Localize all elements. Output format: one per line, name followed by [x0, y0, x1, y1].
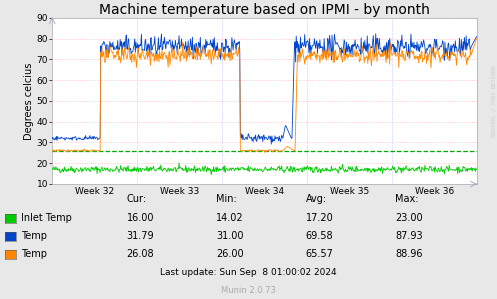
Text: 26.08: 26.08 — [127, 249, 155, 259]
Text: 88.96: 88.96 — [395, 249, 422, 259]
Text: 31.00: 31.00 — [216, 231, 244, 241]
Text: Avg:: Avg: — [306, 194, 327, 204]
Text: Inlet Temp: Inlet Temp — [21, 213, 72, 223]
Title: Machine temperature based on IPMI - by month: Machine temperature based on IPMI - by m… — [99, 3, 430, 17]
Text: 65.57: 65.57 — [306, 249, 333, 259]
Text: 31.79: 31.79 — [127, 231, 155, 241]
Text: 23.00: 23.00 — [395, 213, 423, 223]
Text: Last update: Sun Sep  8 01:00:02 2024: Last update: Sun Sep 8 01:00:02 2024 — [160, 268, 337, 277]
Text: 16.00: 16.00 — [127, 213, 154, 223]
Text: RRDTOOL / TOBI OETIKER: RRDTOOL / TOBI OETIKER — [491, 66, 496, 138]
Text: Temp: Temp — [21, 249, 47, 259]
Text: 17.20: 17.20 — [306, 213, 333, 223]
Y-axis label: Degrees celcius: Degrees celcius — [24, 62, 34, 140]
Text: Max:: Max: — [395, 194, 418, 204]
Text: 26.00: 26.00 — [216, 249, 244, 259]
Text: Min:: Min: — [216, 194, 237, 204]
Text: Temp: Temp — [21, 231, 47, 241]
Text: 14.02: 14.02 — [216, 213, 244, 223]
Text: 69.58: 69.58 — [306, 231, 333, 241]
Text: 87.93: 87.93 — [395, 231, 423, 241]
Text: Munin 2.0.73: Munin 2.0.73 — [221, 286, 276, 295]
Text: Cur:: Cur: — [127, 194, 147, 204]
